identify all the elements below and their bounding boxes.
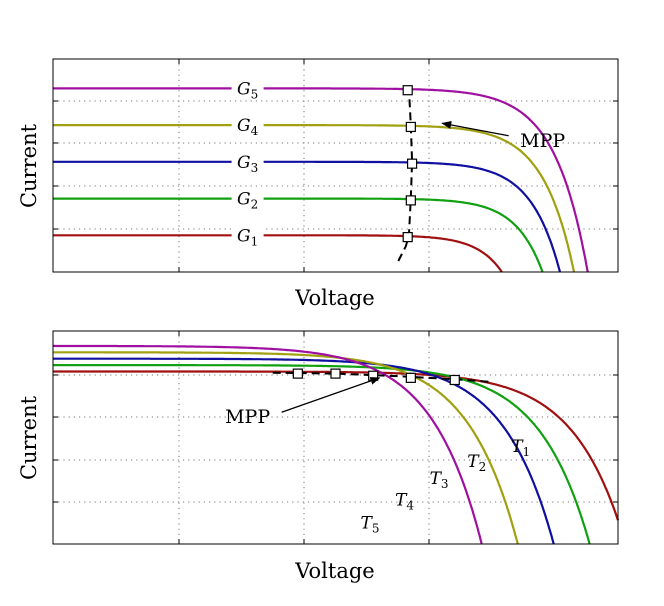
bottom-grid — [53, 331, 618, 544]
top-series-label-G2: G2 — [237, 190, 258, 212]
top-series-G4 — [53, 124, 576, 273]
top-mpp-locus — [397, 88, 414, 262]
top-mpp-arrow — [441, 121, 509, 137]
top-label-bg-G1 — [231, 225, 264, 246]
top-series-G2 — [53, 197, 544, 273]
top-series-label-G4: G4 — [237, 116, 259, 138]
bottom-series-T4 — [53, 351, 519, 545]
top-series-label-G3: G3 — [237, 153, 258, 175]
top-series-G5 — [53, 87, 589, 273]
top-chart: G1 G2 G3 G4 G5 MPP Voltage Current — [17, 58, 619, 310]
top-label-bg-G4 — [231, 115, 264, 136]
top-series-G3 — [53, 160, 562, 273]
bottom-mpp-label: MPP — [225, 406, 270, 428]
bottom-series-label-T1: T1 — [511, 437, 530, 459]
top-label-bg-G2 — [231, 188, 264, 209]
top-series-label-G5: G5 — [237, 79, 258, 101]
top-label-bg-G3 — [231, 151, 264, 172]
bottom-mpp — [272, 368, 493, 386]
top-series-label-G1: G1 — [237, 226, 258, 248]
top-mpp-point-3 — [405, 121, 416, 133]
bottom-series-label-T2: T2 — [467, 452, 486, 474]
bottom-axes-frame — [52, 330, 619, 545]
top-mpp-label: MPP — [520, 130, 565, 152]
top-series-G1 — [53, 234, 503, 273]
top-label-bg-G5 — [231, 78, 264, 99]
bottom-mpp-point-4 — [449, 374, 460, 386]
top-mpp — [397, 85, 418, 262]
bottom-mpp-point-1 — [330, 368, 341, 379]
bottom-series-T2 — [53, 364, 591, 545]
top-mpp-point-0 — [402, 232, 413, 243]
bottom-mpp-point-3 — [405, 372, 416, 383]
bottom-mpp-locus — [272, 371, 493, 384]
bottom-mpp-point-0 — [292, 368, 303, 379]
top-axes-frame — [52, 58, 619, 273]
bottom-chart: T1 T2 T3 T4 T5 MPP Voltage Current — [17, 330, 620, 583]
top-xlabel: Voltage — [294, 286, 374, 310]
bottom-xlabel: Voltage — [294, 559, 374, 583]
top-mpp-point-4 — [402, 85, 413, 96]
bottom-series-label-T3: T3 — [430, 469, 449, 491]
top-curves — [53, 87, 589, 273]
top-mpp-point-1 — [405, 195, 416, 206]
bottom-series-label-T5: T5 — [361, 514, 380, 536]
top-ylabel: Current — [17, 123, 41, 208]
bottom-series-T5 — [53, 344, 483, 545]
bottom-ylabel: Current — [17, 395, 41, 480]
bottom-mpp-arrow — [281, 377, 381, 413]
top-labels: G1 G2 G3 G4 G5 MPP — [231, 78, 565, 248]
bottom-series-label-T4: T4 — [395, 490, 414, 512]
bottom-series-T3 — [53, 357, 555, 545]
top-mpp-point-2 — [406, 158, 418, 169]
bottom-labels: T1 T2 T3 T4 T5 MPP — [225, 377, 530, 536]
